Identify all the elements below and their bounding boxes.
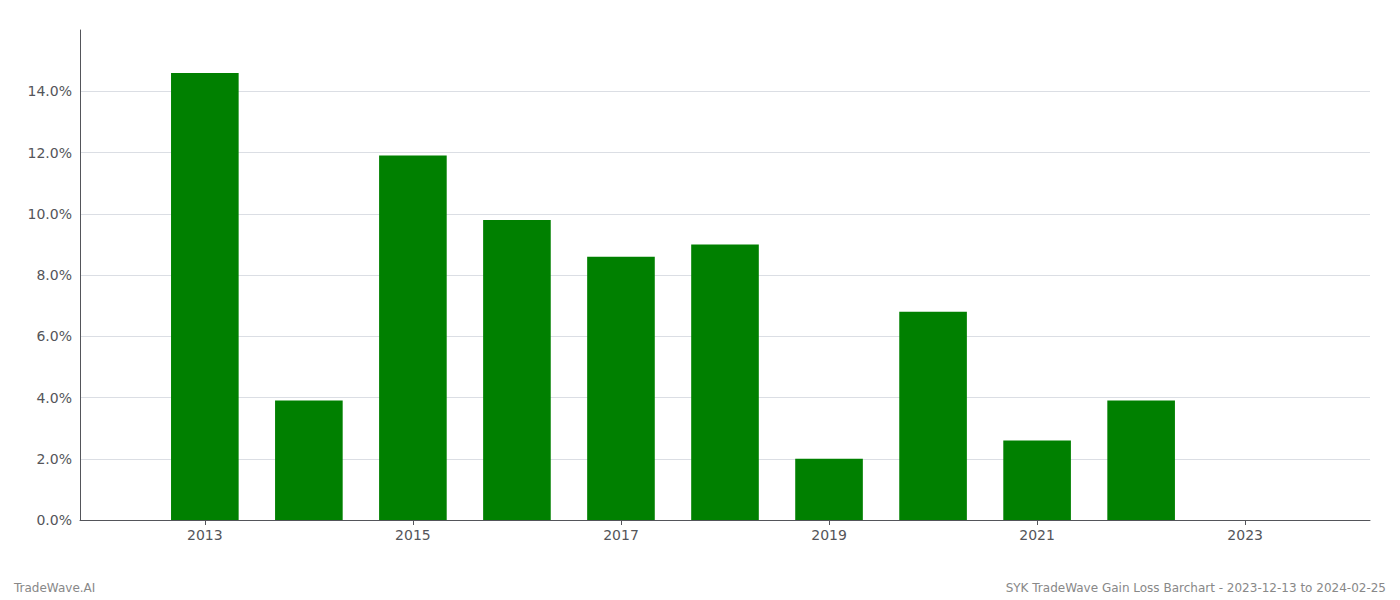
svg-text:6.0%: 6.0%	[36, 328, 72, 344]
svg-text:TradeWave.AI: TradeWave.AI	[13, 581, 95, 595]
svg-text:SYK TradeWave Gain Loss Barcha: SYK TradeWave Gain Loss Barchart - 2023-…	[1006, 581, 1386, 595]
svg-text:2021: 2021	[1019, 527, 1055, 543]
svg-text:14.0%: 14.0%	[28, 83, 72, 99]
svg-text:2019: 2019	[811, 527, 847, 543]
svg-text:0.0%: 0.0%	[36, 512, 72, 528]
svg-text:4.0%: 4.0%	[36, 390, 72, 406]
svg-text:8.0%: 8.0%	[36, 267, 72, 283]
svg-text:2023: 2023	[1227, 527, 1263, 543]
svg-text:2017: 2017	[603, 527, 639, 543]
svg-text:2013: 2013	[187, 527, 223, 543]
svg-text:2015: 2015	[395, 527, 431, 543]
svg-text:2.0%: 2.0%	[36, 451, 72, 467]
svg-text:12.0%: 12.0%	[28, 145, 72, 161]
svg-text:10.0%: 10.0%	[28, 206, 72, 222]
